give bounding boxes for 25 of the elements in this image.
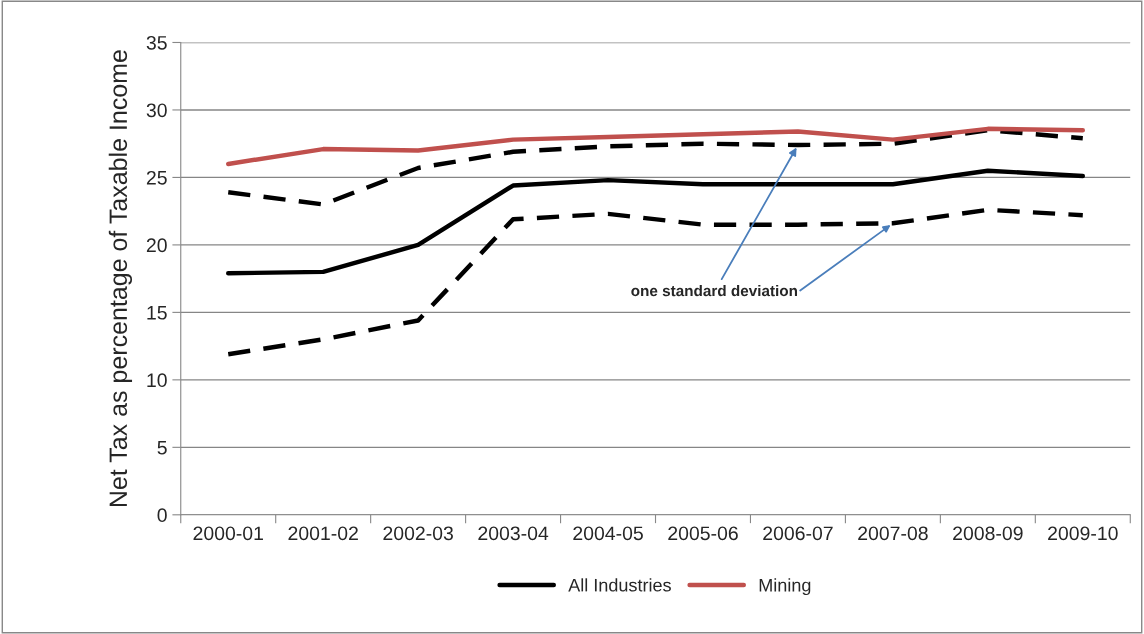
x-tick-label: 2002-03 — [383, 526, 453, 541]
x-tick-label: 2003-04 — [478, 526, 549, 541]
x-tick-label: 2006-07 — [763, 526, 833, 541]
y-axis-title: Net Tax as percentage of Taxable Income — [108, 50, 133, 507]
y-tick-label: 5 — [157, 441, 167, 455]
x-tick-label: 2009-10 — [1048, 526, 1118, 541]
y-tick-label: 25 — [146, 170, 167, 185]
legend-label: Mining — [759, 578, 811, 596]
y-tick-label: 35 — [146, 35, 167, 50]
x-tick-label: 2008-09 — [953, 526, 1023, 541]
x-tick-label: 2004-05 — [573, 526, 643, 541]
y-tick-label: 30 — [146, 103, 167, 118]
y-tick-label: 0 — [157, 508, 167, 523]
y-tick-label: 10 — [147, 373, 167, 388]
legend-label: All Industries — [568, 578, 671, 592]
annotation: one standard deviation — [631, 285, 798, 297]
line-series — [226, 207, 1086, 357]
y-tick-label: 15 — [147, 306, 167, 320]
x-tick-label: 2001-02 — [288, 526, 358, 541]
line-series — [226, 168, 1086, 276]
y-tick-label: 20 — [146, 238, 167, 253]
line-series — [226, 126, 1086, 167]
x-tick-label: 2005-06 — [668, 526, 738, 541]
x-tick-label: 2000-01 — [193, 526, 263, 541]
x-tick-label: 2007-08 — [858, 526, 928, 541]
